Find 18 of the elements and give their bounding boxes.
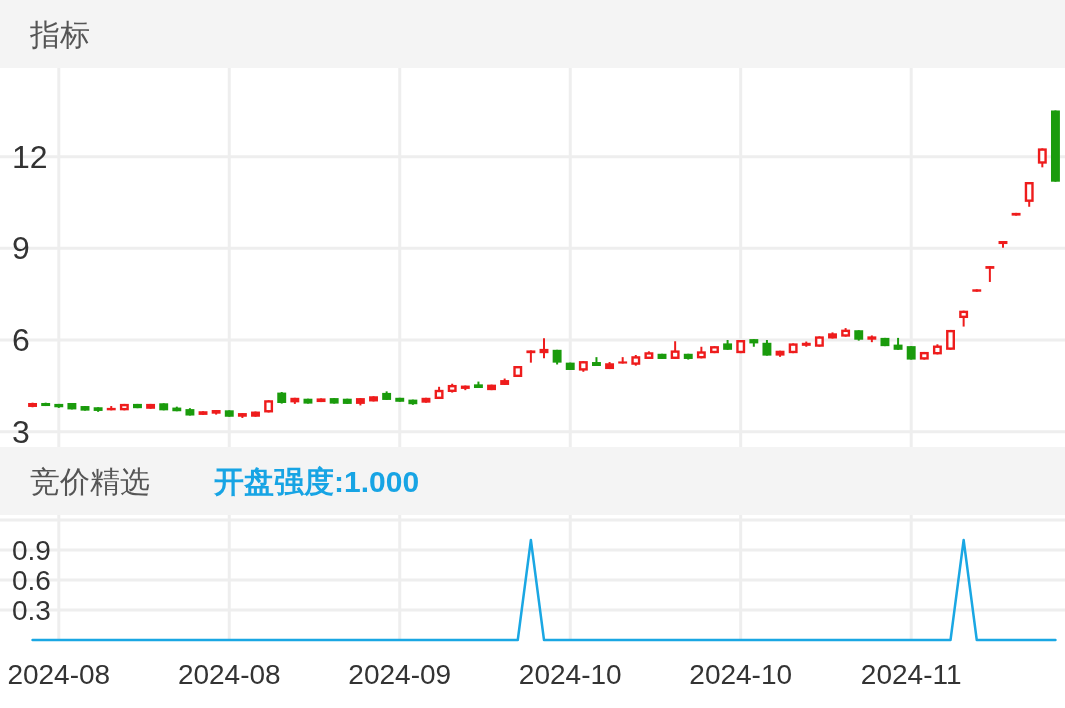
chart-title: 竞价精选 bbox=[30, 464, 150, 498]
candlestick bbox=[1024, 181, 1034, 208]
x-tick-label: 2024-10 bbox=[518, 658, 622, 690]
y-tick-label: 0.6 bbox=[12, 564, 51, 596]
x-tick-label: 2024-11 bbox=[860, 658, 962, 690]
y-tick-label: 6 bbox=[12, 322, 30, 359]
y-tick-label: 0.3 bbox=[12, 594, 51, 626]
chart-subtitle: 开盘强度:1.000 bbox=[213, 464, 420, 498]
x-tick-label: 2024-08 bbox=[177, 658, 281, 690]
y-tick-label: 3 bbox=[12, 413, 30, 450]
candlestick bbox=[1037, 147, 1047, 169]
x-tick-label: 2024-10 bbox=[689, 658, 793, 690]
chart-title: 指标 bbox=[29, 17, 90, 51]
x-tick-label: 2024-09 bbox=[348, 658, 452, 690]
x-tick-label: 2024-08 bbox=[7, 658, 111, 690]
y-tick-label: 12 bbox=[12, 138, 48, 175]
y-tick-label: 9 bbox=[12, 230, 30, 267]
y-tick-label: 0.9 bbox=[12, 534, 51, 566]
